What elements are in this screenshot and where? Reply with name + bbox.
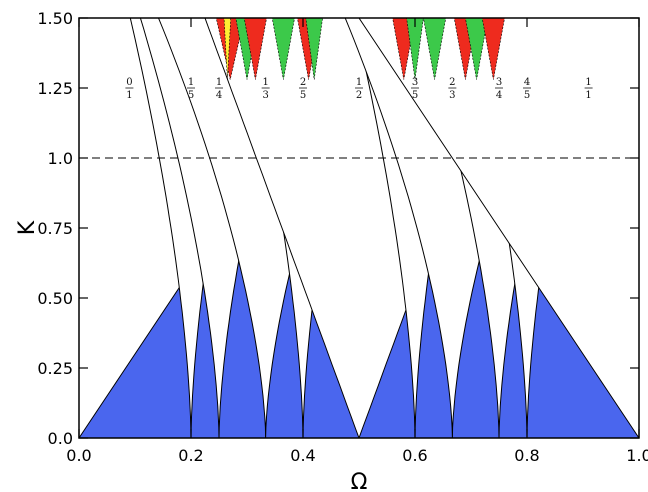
- tongue-layer: [79, 18, 639, 438]
- tongue-label-numerator: 3: [412, 77, 418, 88]
- y-tick-label: 0.50: [37, 289, 73, 308]
- tongue-label-denominator: 4: [496, 90, 502, 101]
- overlap-patch: [271, 18, 295, 80]
- overlap-patch: [423, 18, 447, 80]
- x-axis-title: Ω: [351, 470, 368, 492]
- tongue-label-numerator: 1: [262, 77, 268, 88]
- tongue-label-denominator: 4: [216, 90, 222, 101]
- tongue-label-numerator: 0: [126, 77, 132, 88]
- y-axis-title: K: [15, 220, 40, 235]
- overlap-patch: [465, 18, 489, 80]
- y-tick-label: 1.50: [37, 9, 73, 28]
- tongue-label-numerator: 3: [496, 77, 502, 88]
- overlap-patch: [215, 18, 245, 80]
- tongue-label-denominator: 5: [188, 90, 194, 101]
- tongue-label-numerator: 1: [356, 77, 362, 88]
- axis-ticks: 0.0 0.2 0.4 0.6 0.8 1.0 0.0 0.25 0.50 0.75 1.0 1.25…: [37, 9, 648, 465]
- tongue-label-numerator: 1: [585, 77, 591, 88]
- overlap-patch: [305, 18, 323, 80]
- tongue-label-denominator: 5: [300, 90, 306, 101]
- tongue-label-denominator: 5: [524, 90, 530, 101]
- x-tick-label: 0.8: [514, 446, 539, 465]
- tongue-label-denominator: 1: [126, 90, 132, 101]
- overlap-patch: [481, 18, 505, 80]
- tongue-label-denominator: 2: [356, 90, 362, 101]
- tongue-label-numerator: 2: [300, 77, 306, 88]
- y-tick-label: 1.25: [37, 79, 73, 98]
- y-tick-label: 0.75: [37, 219, 73, 238]
- overlap-patch: [243, 18, 267, 80]
- tongue-labels: 0 1 1 5 1 4 1 3 2 5 1 2 3 5 2 3 3 4 4 5 1 1: [125, 77, 593, 101]
- tongue-label-denominator: 3: [449, 90, 455, 101]
- x-tick-label: 0.6: [402, 446, 427, 465]
- tongue-label-denominator: 3: [262, 90, 268, 101]
- tongue-label-denominator: 1: [585, 90, 591, 101]
- tongue-label-numerator: 4: [524, 77, 530, 88]
- y-tick-label: 0.25: [37, 359, 73, 378]
- overlap-patch: [223, 18, 232, 80]
- x-tick-label: 1.0: [626, 446, 648, 465]
- x-tick-label: 0.0: [66, 446, 91, 465]
- tongue-label-numerator: 1: [188, 77, 194, 88]
- x-tick-label: 0.4: [290, 446, 315, 465]
- tongue-label-denominator: 5: [412, 90, 418, 101]
- x-tick-label: 0.2: [178, 446, 203, 465]
- tongue-label-numerator: 1: [216, 77, 222, 88]
- overlap-layer: [215, 18, 505, 80]
- tongue-label-numerator: 2: [449, 77, 455, 88]
- y-tick-label: 1.0: [48, 149, 73, 168]
- tongue-1-1: [358, 18, 639, 438]
- overlap-patch: [406, 18, 424, 80]
- y-tick-label: 0.0: [48, 429, 73, 448]
